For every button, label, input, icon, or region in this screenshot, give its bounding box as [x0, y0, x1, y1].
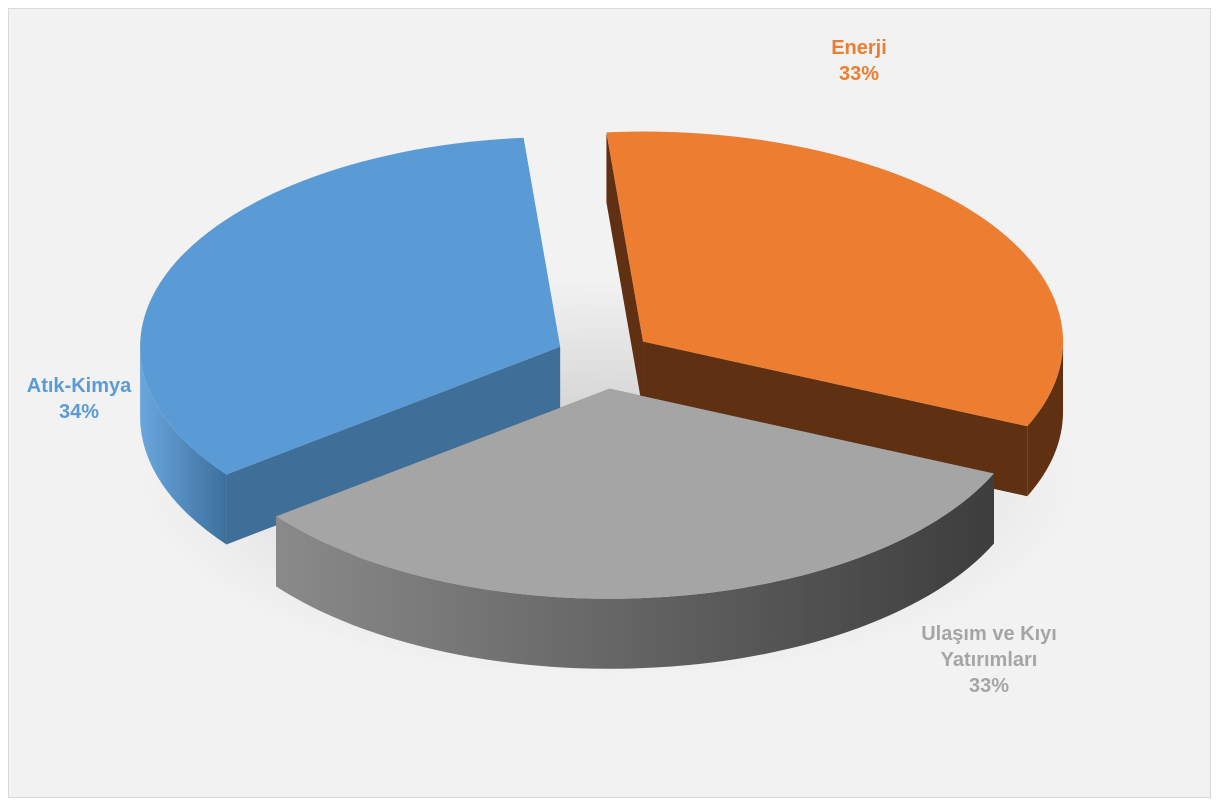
slice-label-atik-kimya-value: 34%	[58, 401, 100, 423]
pie-slice-rim-at-k-kimya-0	[140, 346, 227, 545]
slice-label-enerji-name: Enerji	[831, 37, 887, 59]
pie-slice-top-at-k-kimya	[140, 137, 561, 475]
slice-label-atik-kimya: Atık-Kimya 34%	[9, 373, 149, 425]
chart-area: Enerji 33% Ulaşım ve Kıyı Yatırımları 33…	[8, 8, 1211, 798]
pie-slice-wall-at-k-kimya-0	[226, 346, 561, 545]
pie-slice-rim-enerji-0	[1027, 341, 1064, 497]
slice-label-atik-kimya-name: Atık-Kimya	[26, 375, 132, 397]
pie-slice-top-enerji	[606, 131, 1064, 427]
pie-slice-rim-ula-m-ve-k-y-yat-r-mlar--0	[276, 473, 994, 669]
pie-slice-ula-m-ve-k-y-yat-r-mlar-	[276, 388, 994, 669]
pie-slice-enerji	[606, 131, 1064, 497]
slice-label-ulasim-name-line2: Yatırımları	[940, 649, 1038, 671]
slice-label-ulasim: Ulaşım ve Kıyı Yatırımları 33%	[889, 621, 1089, 699]
pie-slice-wall-enerji-0	[606, 132, 644, 412]
pie-slice-wall-enerji-1	[643, 341, 1028, 497]
slice-label-ulasim-name-line1: Ulaşım ve Kıyı	[921, 623, 1057, 645]
slice-label-enerji-value: 33%	[838, 63, 880, 85]
slice-label-enerji: Enerji 33%	[799, 35, 919, 87]
pie-chart	[139, 131, 1079, 679]
pie-slice-at-k-kimya	[140, 137, 561, 545]
pie-slice-top-ula-m-ve-k-y-yat-r-mlar-	[276, 388, 994, 599]
slice-label-ulasim-value: 33%	[968, 675, 1010, 697]
